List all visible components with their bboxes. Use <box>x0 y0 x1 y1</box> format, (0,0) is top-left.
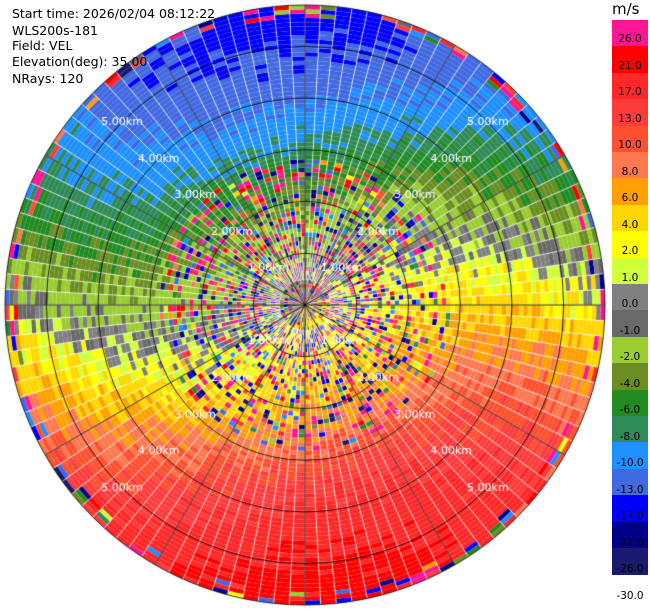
colorbar-tick-label: 8.0 <box>621 165 639 178</box>
colorbar-tick-label: 0.0 <box>621 298 639 310</box>
colorbar-color-cell <box>612 46 648 74</box>
colorbar-tick-label: -2.0 <box>619 351 641 363</box>
colorbar-tick-label: 10.0 <box>618 139 642 151</box>
colorbar-tick-label: 17.0 <box>618 86 642 98</box>
colorbar-tick-label: 21.0 <box>618 59 642 72</box>
colorbar-color-cell <box>612 389 648 417</box>
colorbar-tick-label: -10.0 <box>616 457 644 469</box>
colorbar-tick-label: -13.0 <box>616 483 644 496</box>
colorbar-color-cell <box>612 125 648 153</box>
colorbar-tick-label: -6.0 <box>619 404 641 416</box>
colorbar-color-cell <box>612 257 648 285</box>
colorbar-color-cell <box>612 416 648 443</box>
colorbar-color-cell <box>612 20 648 47</box>
colorbar-color-cell <box>612 204 648 232</box>
colorbar-color-cell <box>612 548 648 575</box>
colorbar-color-cell <box>612 310 648 338</box>
colorbar-tick-label: 6.0 <box>621 192 639 204</box>
colorbar-color-cell <box>612 336 648 364</box>
field-text: Field: VEL <box>12 38 73 53</box>
colorbar-color-cell <box>612 152 648 179</box>
nrays-text: NRays: 120 <box>12 71 84 86</box>
colorbar-tick-label: 13.0 <box>618 112 642 125</box>
colorbar-tick-label: -26.0 <box>616 563 644 575</box>
elevation-text: Elevation(deg): 35.00 <box>12 54 148 69</box>
colorbar-tick-label: -1.0 <box>619 324 641 337</box>
colorbar-color-cell <box>612 99 648 127</box>
colorbar-tick-label: 4.0 <box>621 218 639 231</box>
colorbar-tick-label: -8.0 <box>619 430 641 443</box>
colorbar-color-cell <box>612 363 648 391</box>
start-time-text: Start time: 2026/02/04 08:12:22 <box>12 6 216 21</box>
colorbar-color-cell <box>612 178 648 206</box>
colorbar-color-cell <box>612 521 648 549</box>
colorbar-tick-label: 2.0 <box>621 245 639 257</box>
colorbar-color-cell <box>612 495 648 523</box>
colorbar-tick-label: 26.0 <box>618 33 642 45</box>
station-name-text: WLS200s-181 <box>12 23 98 38</box>
colorbar-tick-label: -4.0 <box>619 377 641 390</box>
colorbar-color-cell <box>612 284 648 311</box>
colorbar-tick-label: 1.0 <box>621 271 639 284</box>
colorbar-unit-label: m/s <box>612 0 640 18</box>
colorbar-color-cell <box>612 442 648 470</box>
colorbar-color-cell <box>612 231 648 259</box>
colorbar-color-cell <box>612 72 648 100</box>
colorbar-tick-label: -30.0 <box>616 589 644 602</box>
colorbar-tick-label: -21.0 <box>616 536 644 549</box>
colorbar-tick-label: -17.0 <box>616 510 644 522</box>
colorbar-color-cell <box>612 468 648 496</box>
